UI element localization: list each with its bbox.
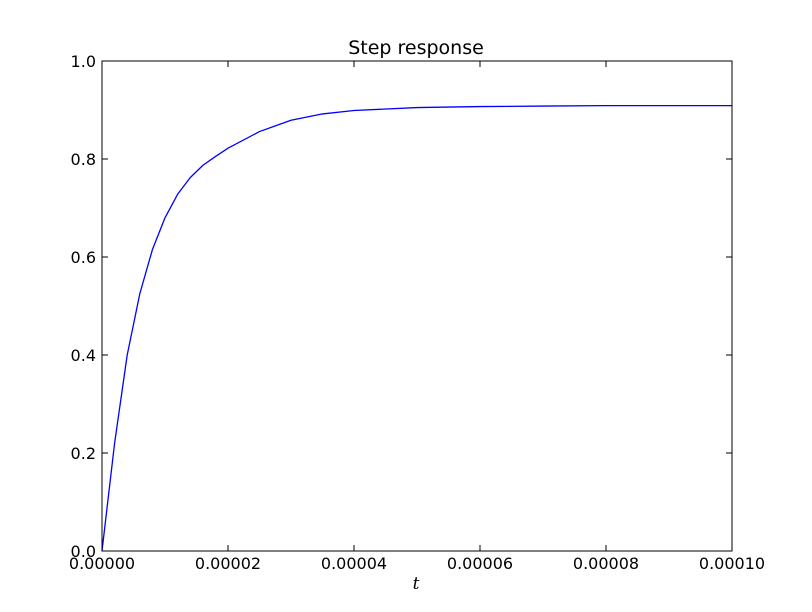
x-axis-label: t [413,574,420,594]
plot-area: 0.00000 0.00002 0.00004 0.00006 0.00008 0.000… [69,52,765,573]
y-tick-label: 0.4 [71,346,96,365]
y-tick-label: 1.0 [71,52,96,71]
x-tick-label: 0.00002 [195,554,261,573]
x-tick-label: 0.00004 [321,554,387,573]
y-tick-label: 0.2 [71,444,96,463]
y-tick-label: 0.6 [71,248,96,267]
y-tick-label: 0.8 [71,150,96,169]
chart-title: Step response [348,37,484,59]
y-tick-label: 0.0 [71,542,96,561]
x-tick-label: 0.00000 [69,554,135,573]
x-tick-label: 0.00010 [699,554,765,573]
series-line-0 [101,104,732,552]
x-tick-label: 0.00008 [573,554,639,573]
axes-frame [101,60,733,552]
x-tick-label: 0.00006 [447,554,513,573]
